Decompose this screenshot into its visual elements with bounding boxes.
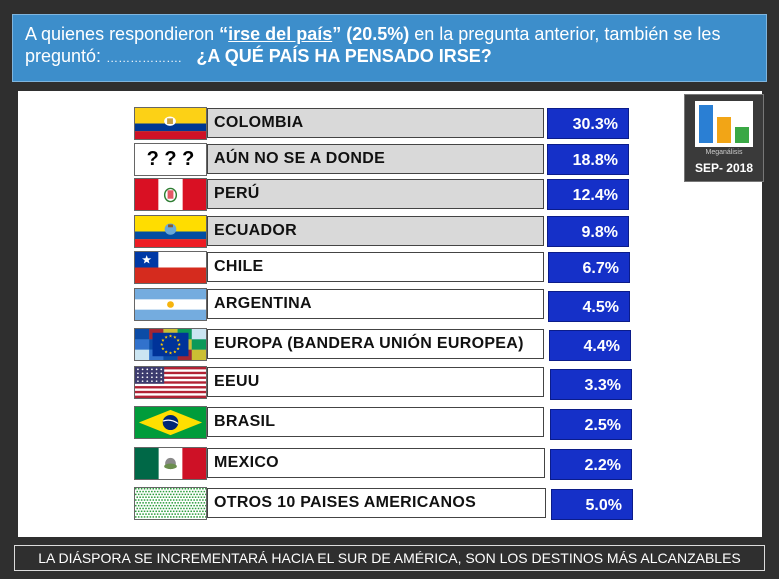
results-panel: COLOMBIA 30.3% ? ? ? AÚN NO SE A DONDE 18.8%… (18, 91, 762, 537)
row-value-chile: 6.7% (548, 252, 630, 283)
row-value-aun-no-se-a-donde: 18.8% (547, 144, 629, 175)
usa-flag-icon (134, 366, 207, 399)
peru-flag-icon (134, 178, 207, 211)
other-countries-flag-icon (134, 487, 207, 520)
europe-flag-icon (134, 328, 207, 361)
brazil-flag-icon (134, 406, 207, 439)
results-table: COLOMBIA 30.3% ? ? ? AÚN NO SE A DONDE 18.8%… (18, 91, 762, 537)
row-label-brasil: BRASIL (207, 407, 544, 437)
row-value-otros-10-paises-americanos: 5.0% (551, 489, 633, 520)
header-quote-open: “ (219, 24, 229, 44)
row-value-mexico: 2.2% (550, 449, 632, 480)
row-value-argentina: 4.5% (548, 291, 630, 322)
row-label-chile: CHILE (207, 252, 544, 282)
row-label-mexico: MEXICO (207, 448, 545, 478)
row-value-peru: 12.4% (547, 179, 629, 210)
row-value-brasil: 2.5% (550, 409, 632, 440)
row-value-eeuu: 3.3% (550, 369, 632, 400)
row-label-peru: PERÚ (207, 179, 544, 209)
header-highlight: irse del país (228, 24, 333, 44)
chile-flag-icon (134, 251, 207, 284)
row-label-colombia: COLOMBIA (207, 108, 544, 138)
meganalisis-logo: Meganálisis SEP- 2018 (684, 94, 764, 182)
header-quote-close: ” (332, 24, 342, 44)
row-label-ecuador: ECUADOR (207, 216, 544, 246)
mexico-flag-icon (134, 447, 207, 480)
header-percent: (20.5%) (341, 24, 410, 44)
survey-date: SEP- 2018 (694, 161, 754, 175)
ecuador-flag-icon (134, 215, 207, 248)
row-label-argentina: ARGENTINA (207, 289, 544, 319)
bar-chart-logo-icon (695, 101, 753, 147)
row-value-ecuador: 9.8% (547, 216, 629, 247)
row-value-europa-bandera-union-europea: 4.4% (549, 330, 631, 361)
question-marks-flag-icon: ? ? ? (134, 143, 207, 176)
header-intro: A quienes respondieron (25, 24, 220, 44)
question-header: A quienes respondieron “irse del país” (… (12, 14, 767, 82)
row-label-europa-bandera-union-europea: EUROPA (BANDERA UNIÓN EUROPEA) (207, 329, 544, 359)
colombia-flag-icon (134, 107, 207, 140)
logo-brand-text: Meganálisis (705, 149, 743, 156)
header-continuation: en la pregunta anterior, también se les … (25, 24, 721, 66)
argentina-flag-icon (134, 288, 207, 321)
row-value-colombia: 30.3% (547, 108, 629, 139)
header-question: ¿A QUÉ PAÍS HA PENSADO IRSE? (196, 46, 492, 66)
question-marks-text: ? ? ? (146, 148, 195, 170)
row-label-aun-no-se-a-donde: AÚN NO SE A DONDE (207, 144, 544, 174)
header-dots: ………………. (106, 51, 182, 65)
row-label-eeuu: EEUU (207, 367, 544, 397)
row-label-otros-10-paises-americanos: OTROS 10 PAISES AMERICANOS (207, 488, 546, 518)
footer-caption: LA DIÁSPORA SE INCREMENTARÁ HACIA EL SUR… (14, 545, 765, 571)
